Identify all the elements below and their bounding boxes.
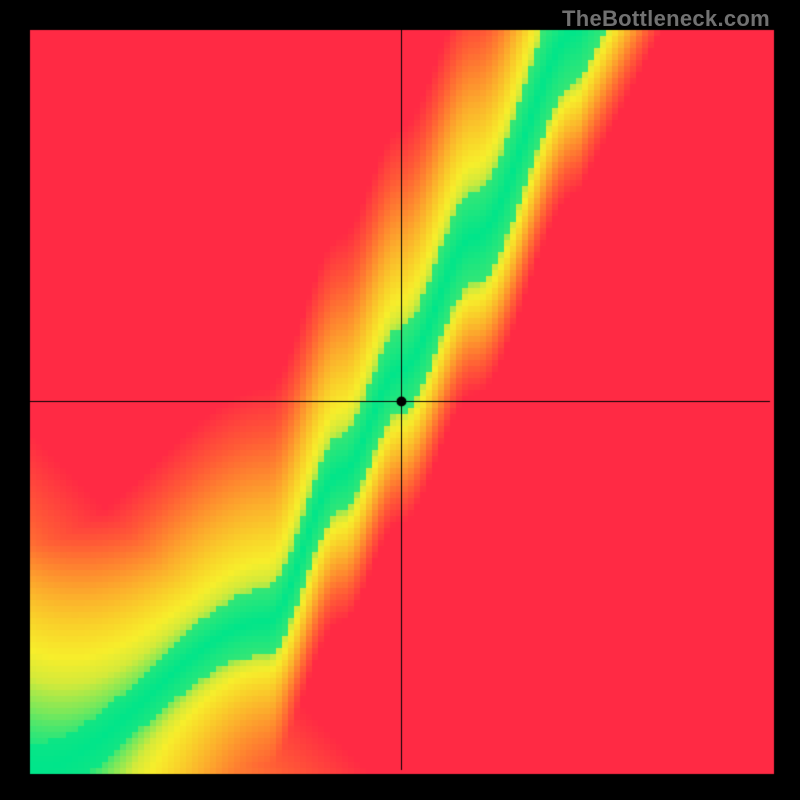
outer-frame: TheBottleneck.com: [0, 0, 800, 800]
watermark-text: TheBottleneck.com: [562, 6, 770, 32]
bottleneck-heatmap: [0, 0, 800, 800]
